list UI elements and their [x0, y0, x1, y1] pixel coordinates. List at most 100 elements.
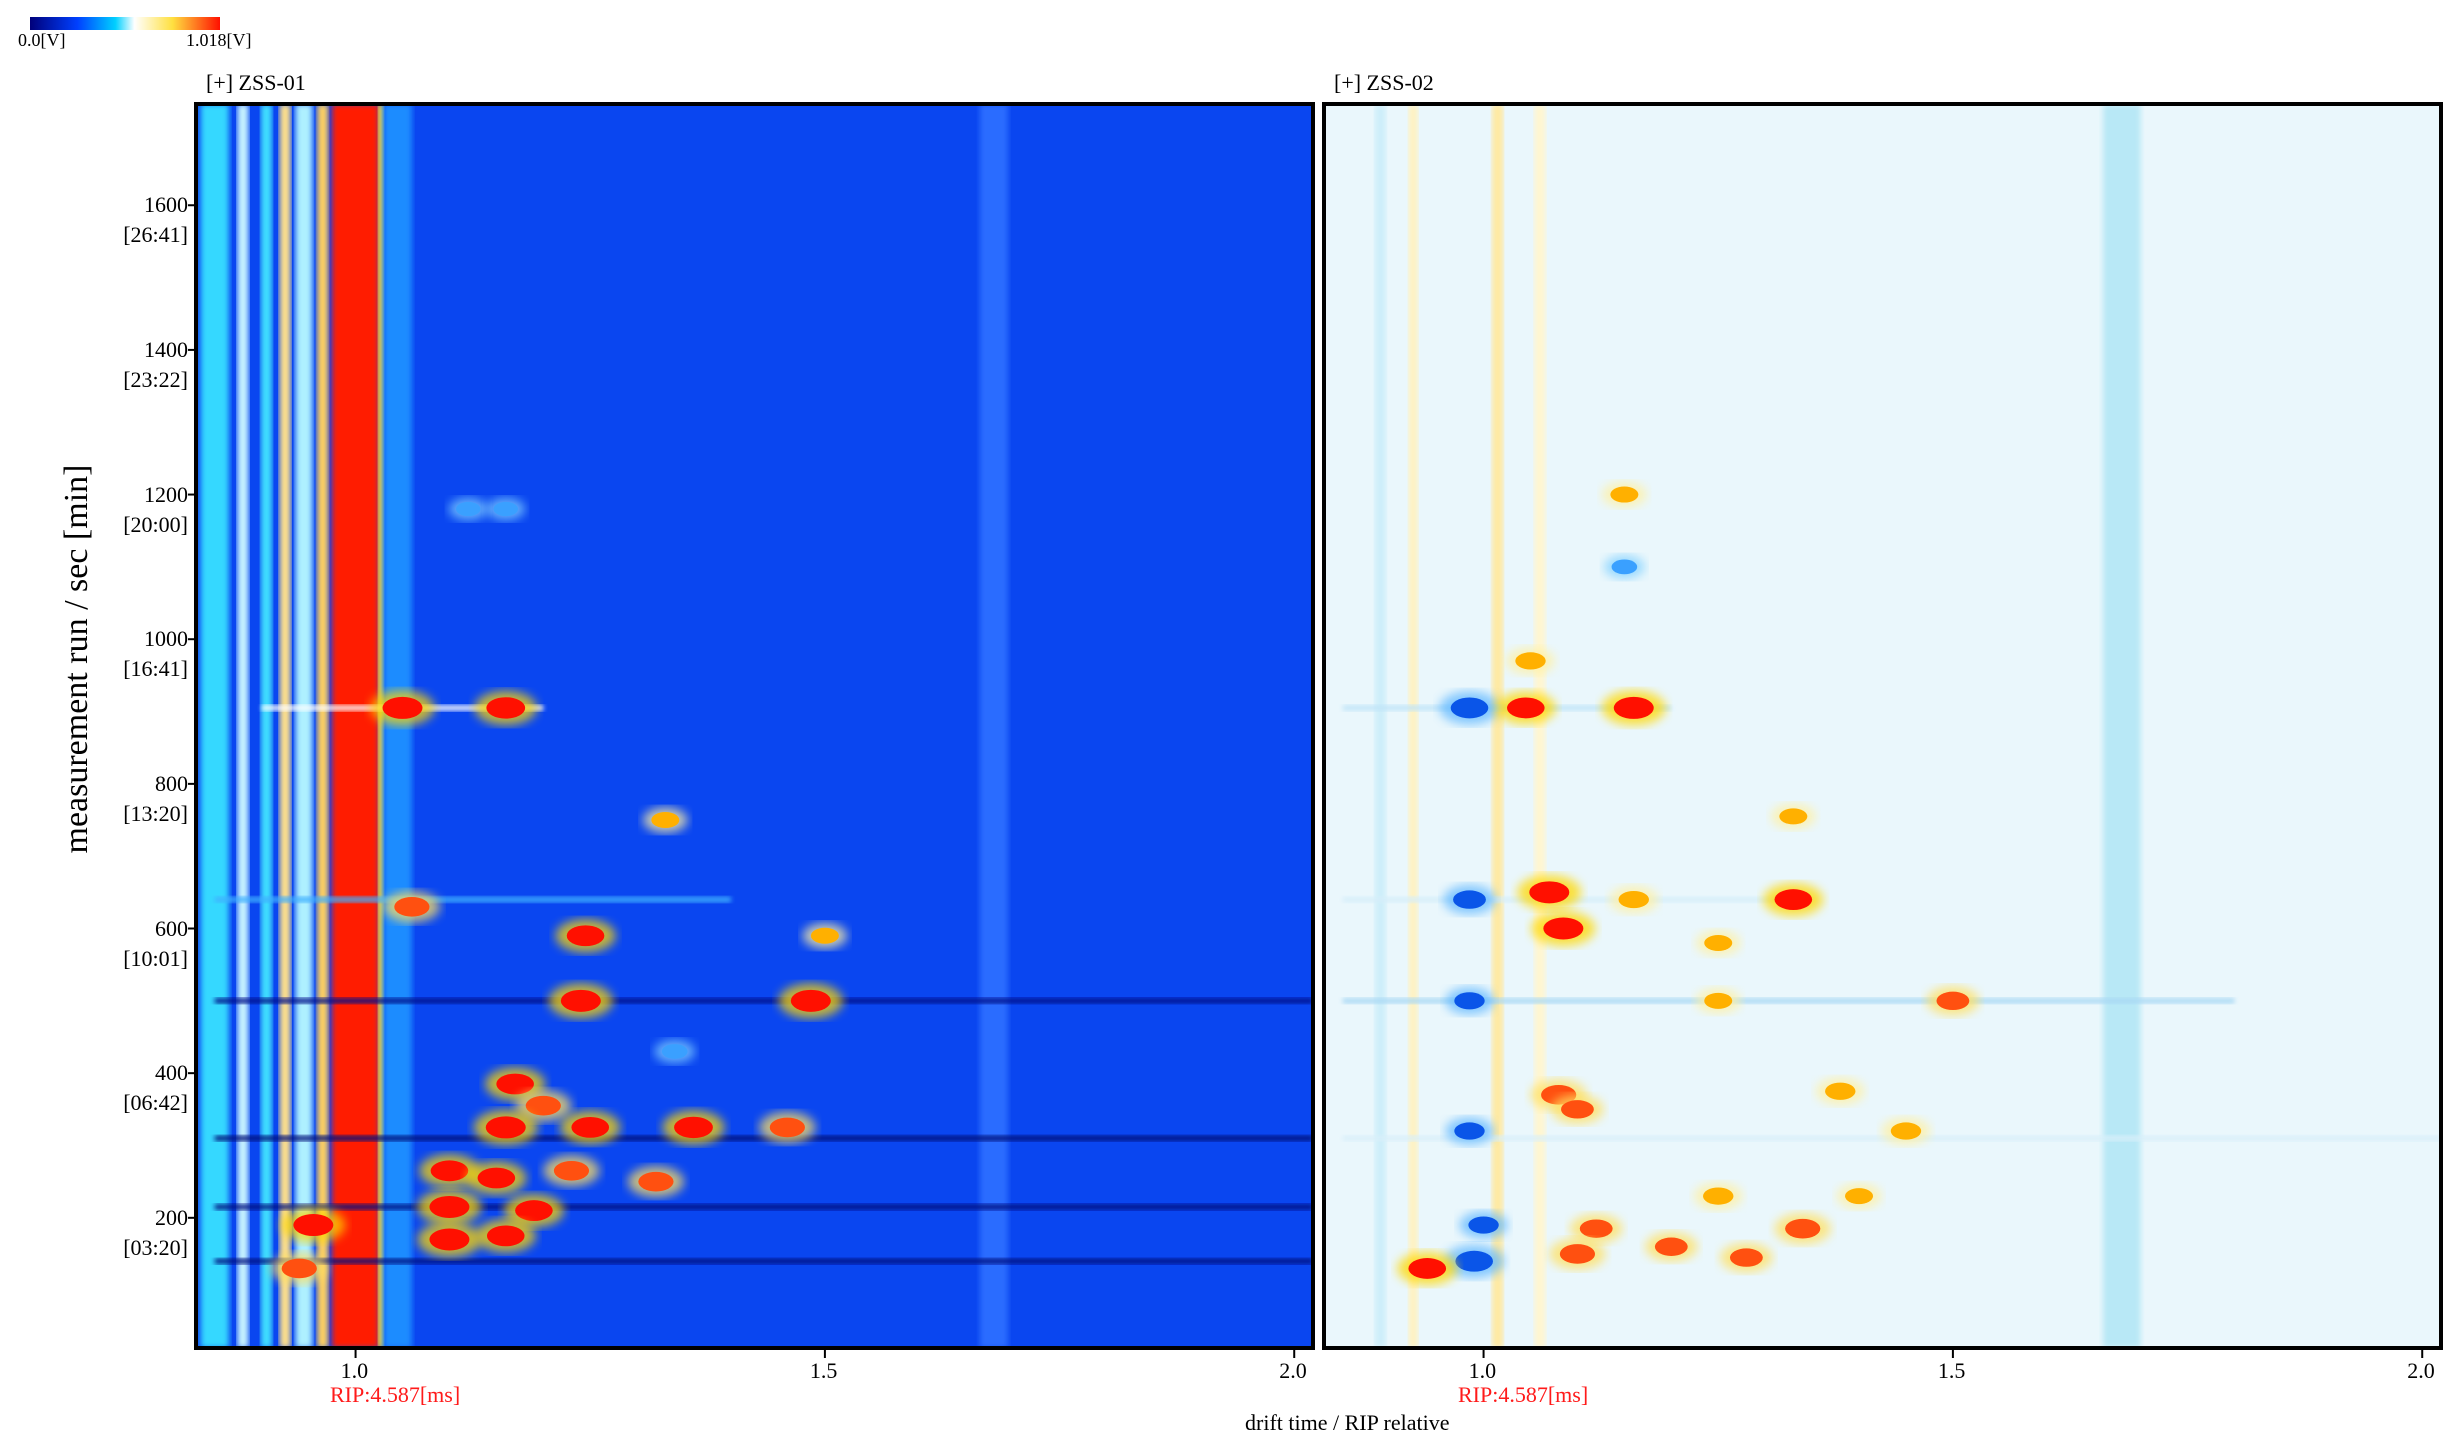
p2-peak-5: [1603, 555, 1645, 579]
p1-peak-12: [662, 1110, 725, 1145]
p1-peak-20: [417, 1221, 482, 1258]
p1-peak-21: [475, 1219, 536, 1253]
p2-peak-18: [1551, 1094, 1604, 1125]
p2-peak-1: [1495, 691, 1556, 725]
y-tick-label-7: 1600 [26:41]: [96, 190, 188, 250]
p2-peak-25: [1645, 1232, 1698, 1262]
p2-peak-21: [1693, 1182, 1743, 1210]
p1-peak-4: [548, 983, 613, 1019]
p1-peak-6: [642, 807, 688, 833]
p1-streak-5: [214, 1258, 1313, 1265]
p2-peak-29: [1720, 1242, 1773, 1273]
p1-peak-13: [759, 1111, 816, 1144]
y-tick-sec-4: 1000: [144, 626, 188, 652]
p2-peak-7: [1531, 910, 1596, 947]
panel-2-rip-label: RIP:4.587[ms]: [1458, 1382, 1589, 1407]
y-tick-sec-2: 600: [155, 915, 188, 941]
panel-1-title: [+] ZSS-01: [206, 70, 306, 95]
p2-vertical-band-0: [1374, 104, 1386, 1348]
p2-peak-14: [1695, 988, 1741, 1014]
p2-peak-26: [1444, 1244, 1505, 1278]
p1-peak-17: [627, 1165, 685, 1198]
p2-peak-19: [1881, 1117, 1931, 1145]
p1-vertical-band-7: [378, 104, 384, 1348]
p2-peak-15: [1445, 987, 1494, 1015]
p2-peak-22: [1836, 1183, 1882, 1209]
p1-streak-4: [214, 1203, 1313, 1210]
p2-peak-0: [1439, 691, 1500, 725]
p1-x-tick-label-0: 1.0: [340, 1358, 369, 1383]
p2-vertical-band-3: [1534, 104, 1546, 1348]
p1-peak-1: [474, 690, 537, 726]
p1-peak-18: [417, 1189, 482, 1225]
colorbar-max-label: 1.018[V]: [186, 30, 252, 50]
p1-vertical-band-2: [260, 104, 273, 1348]
p1-peak-22: [281, 1207, 346, 1243]
panel-2-frame: [1322, 102, 2443, 1350]
p2-peak-2: [1601, 690, 1666, 726]
y-tick-min-7: [26:41]: [123, 222, 188, 248]
p2-x-tick-label-0: 1.0: [1468, 1358, 1497, 1383]
p1-peak-0: [370, 690, 435, 726]
y-tick-sec-5: 1200: [144, 481, 188, 507]
y-tick-min-0: [03:20]: [123, 1234, 188, 1260]
p1-vertical-band-5: [317, 104, 329, 1348]
panel-2-background: [1324, 104, 2441, 1348]
y-tick-min-1: [06:42]: [123, 1090, 188, 1116]
y-tick-min-6: [23:22]: [123, 366, 188, 392]
p2-peak-9: [1609, 885, 1659, 914]
x-axis-label: drift time / RIP relative: [1245, 1410, 1450, 1435]
p1-vertical-band-3: [279, 104, 291, 1348]
y-tick-min-2: [10:01]: [123, 945, 188, 971]
p1-streak-3: [214, 1135, 1313, 1142]
p2-peak-28: [1397, 1251, 1458, 1286]
p1-vertical-band-4: [295, 104, 313, 1348]
p1-peak-25: [448, 497, 488, 521]
p2-vertical-band-4: [2103, 104, 2141, 1348]
p1-peak-23: [271, 1252, 328, 1285]
y-tick-sec-3: 800: [155, 770, 188, 796]
colorbar-min-label: 0.0[V]: [18, 30, 66, 50]
panel-1-rip-label: RIP:4.587[ms]: [330, 1382, 461, 1407]
panel-2-title: [+] ZSS-02: [1334, 70, 1434, 95]
y-axis-label: measurement run / sec [min]: [58, 464, 95, 854]
y-tick-sec-1: 400: [155, 1060, 188, 1086]
p1-peak-24: [654, 1039, 696, 1064]
y-tick-label-5: 1200 [20:00]: [96, 480, 188, 540]
p1-peak-26: [486, 497, 526, 521]
p1-vertical-band-6: [332, 104, 380, 1348]
p1-peak-7: [802, 922, 848, 949]
p2-peak-24: [1569, 1213, 1623, 1244]
p1-streak-1: [214, 896, 732, 903]
panel-zss-02: [1322, 102, 2443, 1358]
y-tick-label-2: 600 [10:01]: [96, 914, 188, 974]
p1-x-tick-label-1: 1.5: [809, 1358, 838, 1383]
p2-streak-2: [1342, 997, 2235, 1004]
y-tick-sec-0: 200: [155, 1204, 188, 1230]
panel-zss-01: [188, 102, 1315, 1358]
y-tick-sec-6: 1400: [144, 336, 188, 362]
p2-peak-11: [1770, 803, 1816, 830]
y-tick-label-6: 1400 [23:22]: [96, 335, 188, 395]
p2-peak-4: [1601, 481, 1647, 508]
p2-x-tick-label-2: 2.0: [2407, 1358, 2435, 1383]
p2-peak-16: [1815, 1077, 1865, 1106]
p1-peak-19: [503, 1193, 564, 1228]
p1-peak-11: [560, 1110, 621, 1145]
y-tick-min-4: [16:41]: [123, 656, 188, 682]
p2-peak-6: [1517, 874, 1582, 910]
p1-peak-5: [778, 983, 843, 1019]
p2-peak-13: [1926, 986, 1980, 1016]
p2-peak-3: [1506, 647, 1555, 675]
y-tick-label-1: 400 [06:42]: [96, 1058, 188, 1118]
p1-peak-15: [466, 1161, 527, 1195]
y-tick-label-0: 200 [03:20]: [96, 1203, 188, 1263]
p1-vertical-band-8: [383, 104, 412, 1348]
p1-peak-14: [419, 1154, 480, 1188]
p1-vertical-band-9: [979, 104, 1008, 1348]
p1-vertical-band-0: [200, 104, 229, 1348]
p1-peak-2: [383, 891, 441, 923]
y-tick-min-3: [13:20]: [123, 800, 188, 826]
p2-peak-23: [1774, 1212, 1831, 1245]
